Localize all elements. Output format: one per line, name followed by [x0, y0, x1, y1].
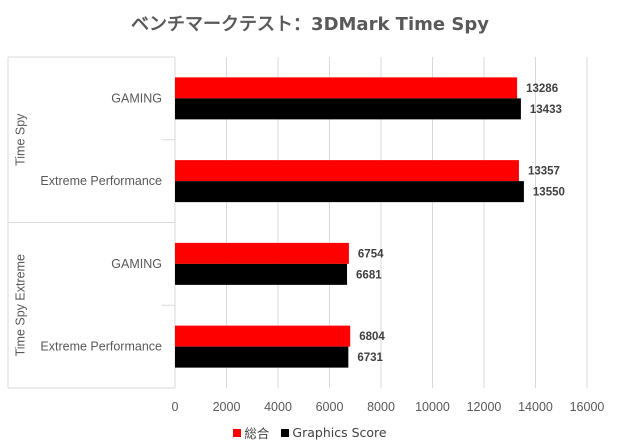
x-tick-label: 6000	[316, 400, 344, 414]
x-tick-label: 14000	[518, 400, 553, 414]
data-label: 13357	[528, 166, 560, 178]
data-label: 13433	[530, 104, 562, 116]
legend-swatch-graphics	[281, 428, 290, 437]
bar-total	[175, 160, 519, 182]
group-label: Time Spy Extreme	[13, 254, 27, 356]
bar-graphics	[175, 346, 349, 368]
data-label: 6731	[357, 352, 383, 364]
legend-item-graphics: Graphics Score	[281, 425, 387, 440]
group-label: Time Spy	[13, 113, 27, 166]
bar-total	[175, 77, 518, 99]
bar-total	[175, 242, 349, 264]
legend-label-total: 総合	[244, 426, 270, 441]
x-tick-label: 2000	[213, 400, 241, 414]
legend: 総合 Graphics Score	[0, 423, 620, 442]
data-label: 13550	[533, 187, 565, 199]
bar-graphics	[175, 98, 521, 120]
data-label: 13286	[526, 83, 558, 95]
data-label: 6804	[359, 331, 385, 343]
x-tick-label: 10000	[415, 400, 450, 414]
x-tick-label: 4000	[264, 400, 292, 414]
legend-swatch-total	[233, 428, 242, 437]
bar-graphics	[175, 263, 348, 285]
x-tick-label: 0	[172, 400, 179, 414]
x-tick-label: 16000	[570, 400, 605, 414]
bar-graphics	[175, 181, 524, 203]
data-label: 6754	[358, 248, 384, 260]
x-tick-label: 8000	[367, 400, 395, 414]
x-tick-label: 12000	[467, 400, 502, 414]
category-label: Extreme Performance	[40, 174, 162, 188]
data-label: 6681	[356, 269, 382, 281]
category-label: GAMING	[111, 91, 162, 105]
legend-label-graphics: Graphics Score	[292, 425, 387, 440]
category-label: Extreme Performance	[40, 340, 162, 354]
bar-total	[175, 325, 351, 347]
category-label: GAMING	[111, 257, 162, 271]
legend-item-total: 総合	[233, 423, 269, 442]
chart-title: ベンチマークテスト：3DMark Time Spy	[131, 14, 489, 35]
